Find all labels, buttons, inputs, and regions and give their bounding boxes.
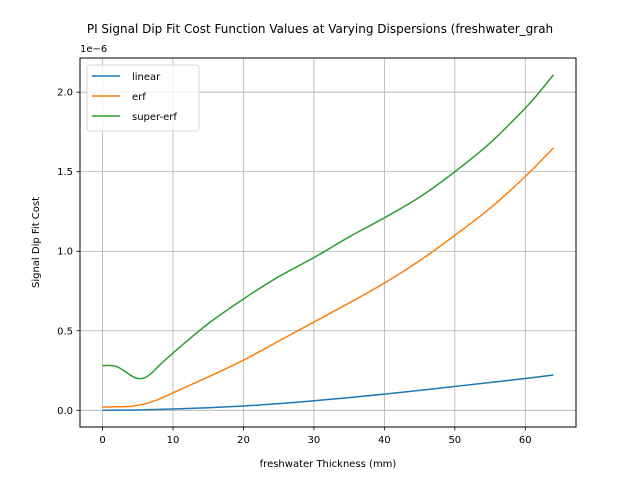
y-tick-label: 1.0 <box>57 247 73 258</box>
x-tick-label: 0 <box>99 435 105 446</box>
x-tick-label: 20 <box>237 435 250 446</box>
y-tick-label: 1.5 <box>57 167 73 178</box>
y-axis-label: Signal Dip Fit Cost <box>31 197 42 288</box>
x-tick-label: 40 <box>378 435 391 446</box>
series-line-linear <box>102 374 554 412</box>
x-tick-label: 10 <box>167 435 180 446</box>
legend-box <box>86 64 200 132</box>
x-tick-label: 30 <box>308 435 321 446</box>
plot-series <box>102 74 555 412</box>
x-tick-label: 50 <box>448 435 461 446</box>
series-line-super-erf <box>102 74 555 380</box>
chart-title: PI Signal Dip Fit Cost Function Values a… <box>87 22 553 36</box>
y-tick-label: 0.0 <box>57 406 73 417</box>
y-tick-label: 0.5 <box>57 326 73 337</box>
x-axis-label: freshwater Thickness (mm) <box>260 459 397 470</box>
axis-ticks: 0 10 20 30 40 50 60 0.0 0.5 1.0 1.5 2.0 <box>57 88 532 446</box>
x-tick-label: 60 <box>519 435 532 446</box>
y-offset-label: 1e−6 <box>80 44 107 55</box>
legend-label-erf: erf <box>132 92 146 103</box>
legend-label-linear: linear <box>132 72 161 83</box>
plot-frame <box>79 57 577 428</box>
series-line-erf <box>102 147 554 408</box>
legend: linear erf super-erf <box>86 64 200 132</box>
y-tick-label: 2.0 <box>57 88 73 99</box>
legend-label-super-erf: super-erf <box>132 112 177 123</box>
